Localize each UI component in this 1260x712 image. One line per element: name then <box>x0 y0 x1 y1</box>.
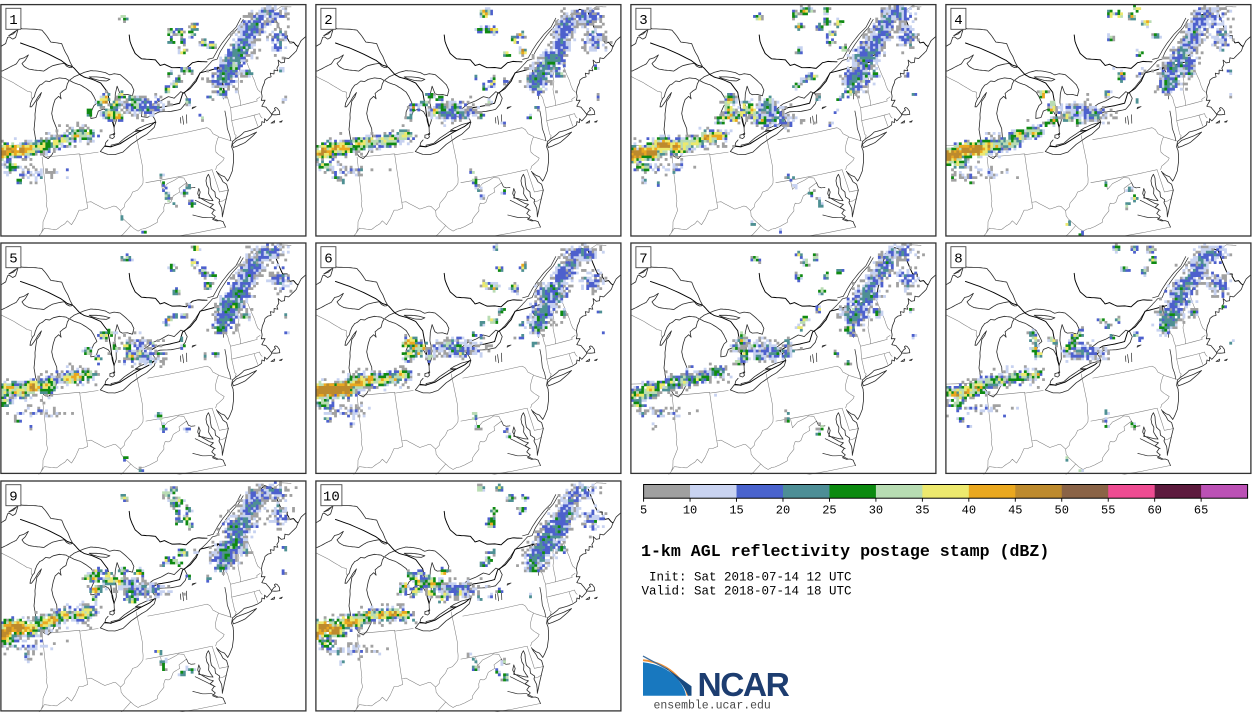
svg-text:2: 2 <box>324 13 332 29</box>
svg-text:55: 55 <box>1101 503 1115 517</box>
svg-text:3: 3 <box>639 13 647 29</box>
svg-text:20: 20 <box>776 503 790 517</box>
svg-text:25: 25 <box>822 503 836 517</box>
svg-text:NCAR: NCAR <box>698 667 790 704</box>
svg-text:35: 35 <box>915 503 929 517</box>
svg-text:10: 10 <box>683 503 697 517</box>
svg-text:4: 4 <box>954 13 962 29</box>
svg-text:7: 7 <box>639 252 647 268</box>
svg-text:5: 5 <box>9 252 17 268</box>
svg-text:1-km AGL reflectivity postage: 1-km AGL reflectivity postage stamp (dBZ… <box>641 542 1049 561</box>
svg-text:60: 60 <box>1147 503 1161 517</box>
svg-text:ensemble.ucar.edu: ensemble.ucar.edu <box>654 700 771 712</box>
svg-text:40: 40 <box>962 503 976 517</box>
svg-text:6: 6 <box>324 252 332 268</box>
svg-text:Init: Sat 2018-07-14 12 UTC: Init: Sat 2018-07-14 12 UTC <box>642 571 852 585</box>
svg-text:50: 50 <box>1055 503 1069 517</box>
svg-text:15: 15 <box>729 503 743 517</box>
svg-text:Valid: Sat 2018-07-14 18 UTC: Valid: Sat 2018-07-14 18 UTC <box>642 585 852 599</box>
svg-text:1: 1 <box>9 13 17 29</box>
svg-text:65: 65 <box>1194 503 1208 517</box>
svg-text:5: 5 <box>640 503 647 517</box>
svg-text:45: 45 <box>1008 503 1022 517</box>
svg-text:9: 9 <box>9 490 17 506</box>
svg-text:8: 8 <box>954 252 962 268</box>
svg-text:10: 10 <box>323 490 340 506</box>
svg-text:30: 30 <box>869 503 883 517</box>
